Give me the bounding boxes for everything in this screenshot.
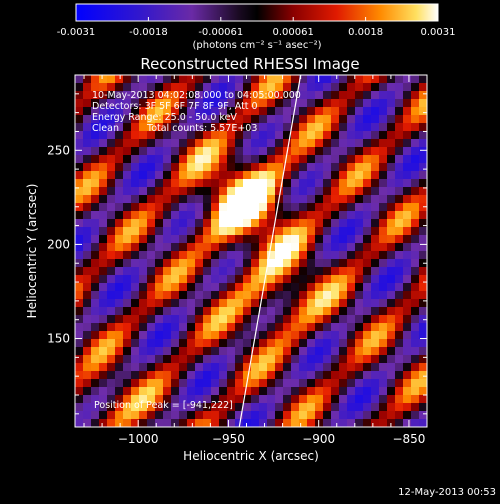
- colorbar: [75, 3, 439, 22]
- plot-frame: [74, 74, 428, 428]
- colorbar-ticks: [75, 17, 439, 21]
- annotation-counts: Total counts: 5.57E+03: [146, 123, 257, 134]
- y-tick-label: 250: [47, 143, 70, 157]
- x-axis-label: Heliocentric X (arcsec): [183, 449, 319, 463]
- x-tick-label: −850: [392, 432, 425, 446]
- colorbar-tick-label: 0.00061: [273, 27, 314, 38]
- x-tick-label: −1000: [118, 432, 159, 446]
- footer-timestamp: 12-May-2013 00:53: [398, 487, 496, 498]
- solar-limb-line: [238, 75, 302, 427]
- annotation-clean: Clean: [92, 123, 119, 134]
- y-axis-label: Heliocentric Y (arcsec): [25, 184, 39, 319]
- annotation-block: 10-May-2013 04:02:08.000 to 04:05:00.000…: [92, 90, 301, 411]
- colorbar-tick-label: 0.0031: [421, 27, 456, 38]
- heatmap-image: [75, 75, 427, 427]
- x-axis-ticks: −1000 −950 −900 −850: [83, 75, 428, 446]
- colorbar-tick-label: -0.00061: [198, 27, 243, 38]
- colorbar-tick-label: -0.0018: [129, 27, 168, 38]
- colorbar-tick-labels: -0.0031 -0.0018 -0.00061 0.00061 0.0018 0.003…: [57, 27, 456, 38]
- y-tick-label: 150: [47, 332, 70, 346]
- colorbar-tick-label: -0.0031: [57, 27, 96, 38]
- y-tick-label: 200: [47, 237, 70, 251]
- annotation-energy: Energy Range: 25.0 - 50.0 keV: [92, 112, 237, 123]
- x-tick-label: −950: [212, 432, 245, 446]
- annotation-peak-position: Position of Peak = [-941,222]: [94, 400, 233, 411]
- x-tick-label: −900: [302, 432, 335, 446]
- colorbar-units-label: (photons cm⁻² s⁻¹ asec⁻²): [192, 40, 321, 51]
- y-axis-ticks: 150 200 250: [47, 74, 427, 415]
- chart-title: Reconstructed RHESSI Image: [140, 55, 359, 73]
- colorbar-tick-label: 0.0018: [348, 27, 383, 38]
- annotation-time-range: 10-May-2013 04:02:08.000 to 04:05:00.000: [92, 90, 301, 101]
- annotation-detectors: Detectors: 3F 5F 6F 7F 8F 9F, Att 0: [92, 101, 258, 112]
